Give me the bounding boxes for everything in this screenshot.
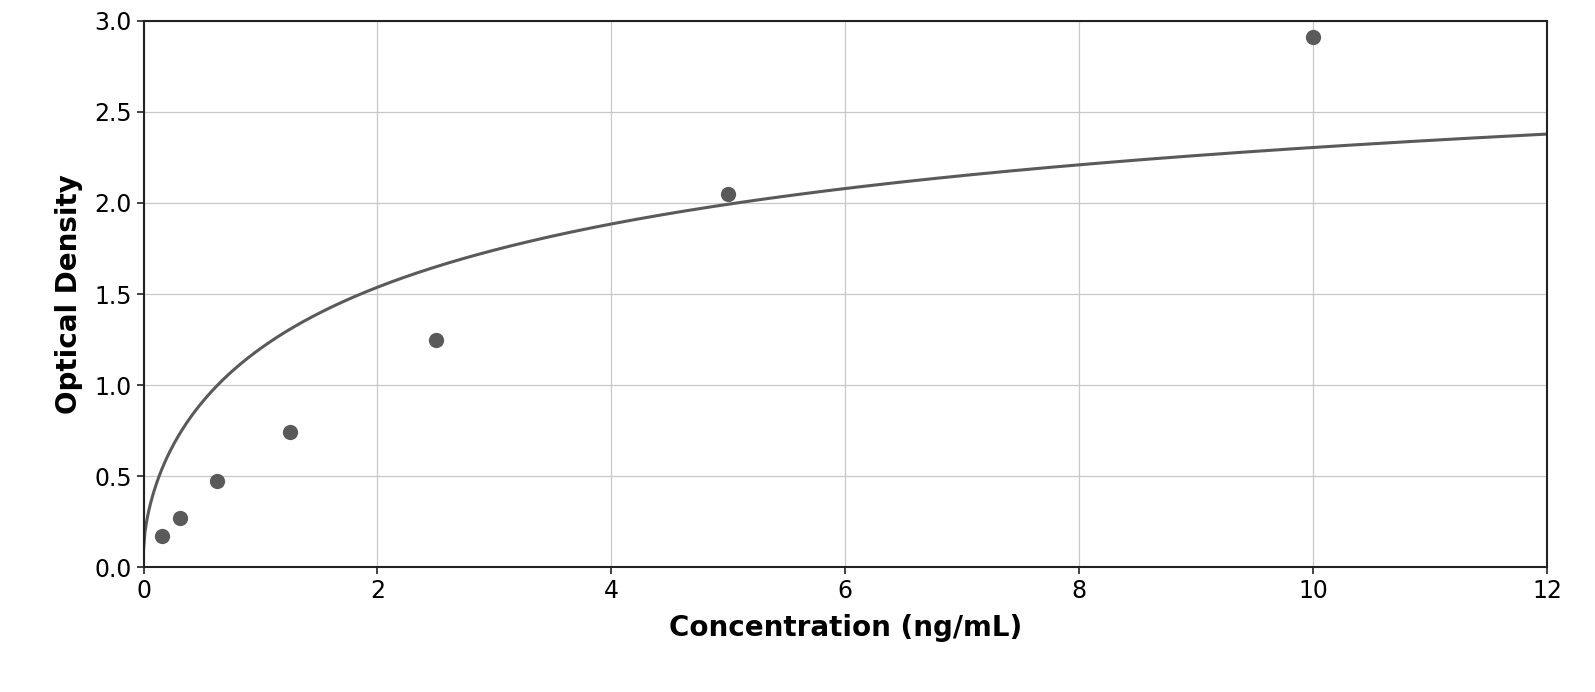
X-axis label: Concentration (ng/mL): Concentration (ng/mL) xyxy=(668,614,1022,642)
Y-axis label: Optical Density: Optical Density xyxy=(54,174,83,414)
